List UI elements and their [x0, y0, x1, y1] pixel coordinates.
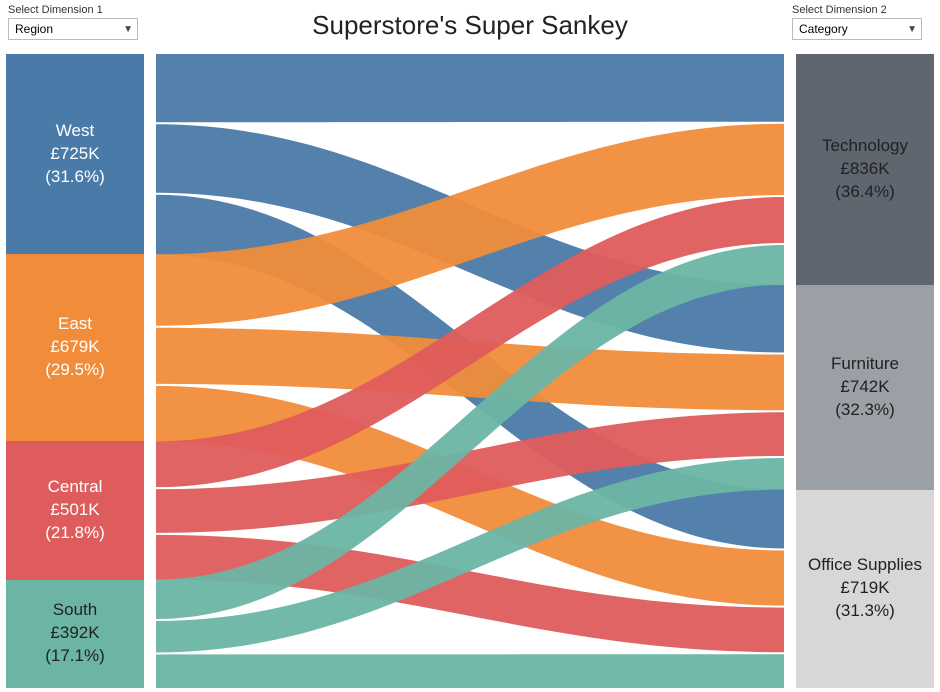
node-name: South [53, 599, 97, 622]
node-name: East [58, 313, 92, 336]
node-value: £392K [50, 622, 99, 645]
node-value: £725K [50, 143, 99, 166]
node-pct: (32.3%) [835, 399, 895, 422]
right-nodes-column: Technology£836K(36.4%)Furniture£742K(32.… [796, 54, 934, 688]
title-wrap: Superstore's Super Sankey [148, 4, 792, 41]
node-name: Technology [822, 135, 908, 158]
left-node[interactable]: Central£501K(21.8%) [6, 441, 144, 579]
right-node[interactable]: Office Supplies£719K(31.3%) [796, 490, 934, 688]
left-nodes-column: West£725K(31.6%)East£679K(29.5%)Central£… [6, 54, 144, 688]
dimension2-value: Category [799, 22, 848, 36]
sankey-flow[interactable] [156, 54, 784, 122]
sankey-flow[interactable] [156, 654, 784, 688]
dimension1-select[interactable]: Region ▼ [8, 18, 138, 40]
sankey-flows [156, 54, 784, 688]
node-pct: (31.6%) [45, 166, 105, 189]
chart-title: Superstore's Super Sankey [148, 10, 792, 41]
node-value: £719K [840, 577, 889, 600]
right-node[interactable]: Technology£836K(36.4%) [796, 54, 934, 285]
left-node[interactable]: East£679K(29.5%) [6, 254, 144, 441]
right-node[interactable]: Furniture£742K(32.3%) [796, 285, 934, 490]
dimension2-select[interactable]: Category ▼ [792, 18, 922, 40]
chevron-down-icon: ▼ [123, 24, 133, 35]
dimension2-selector-block: Select Dimension 2 Category ▼ [792, 4, 932, 40]
chevron-down-icon: ▼ [907, 24, 917, 35]
sankey-svg [156, 54, 784, 688]
node-value: £679K [50, 336, 99, 359]
node-pct: (29.5%) [45, 359, 105, 382]
node-name: Central [48, 476, 103, 499]
dimension1-value: Region [15, 22, 53, 36]
node-pct: (17.1%) [45, 645, 105, 668]
node-pct: (36.4%) [835, 181, 895, 204]
dimension1-selector-block: Select Dimension 1 Region ▼ [8, 4, 148, 40]
node-value: £742K [840, 376, 889, 399]
left-node[interactable]: South£392K(17.1%) [6, 580, 144, 688]
node-name: Office Supplies [808, 554, 922, 577]
node-value: £836K [840, 158, 889, 181]
dimension1-label: Select Dimension 1 [8, 4, 148, 16]
dimension2-label: Select Dimension 2 [792, 4, 932, 16]
header: Select Dimension 1 Region ▼ Superstore's… [0, 0, 940, 50]
node-pct: (31.3%) [835, 600, 895, 623]
node-value: £501K [50, 499, 99, 522]
left-node[interactable]: West£725K(31.6%) [6, 54, 144, 254]
node-name: Furniture [831, 353, 899, 376]
node-name: West [56, 120, 94, 143]
node-pct: (21.8%) [45, 522, 105, 545]
sankey-chart: West£725K(31.6%)East£679K(29.5%)Central£… [0, 50, 940, 692]
